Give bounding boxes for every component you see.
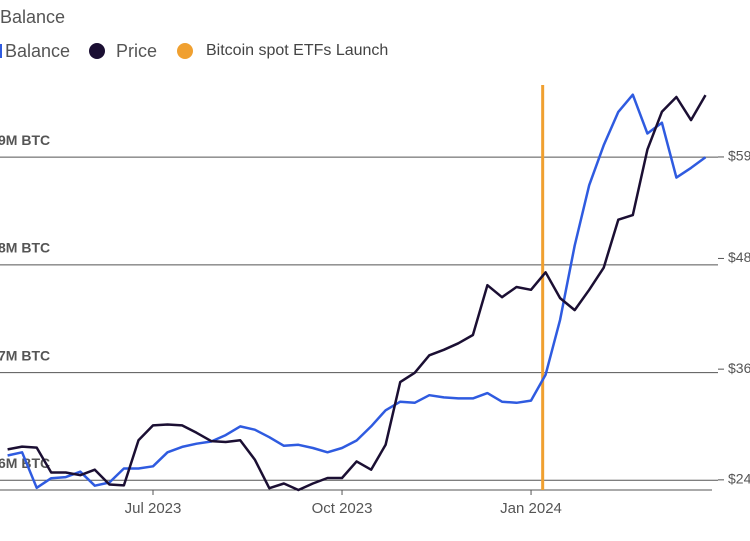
legend-label: Balance bbox=[5, 41, 70, 61]
legend-swatch bbox=[177, 43, 193, 59]
y-tick-label: 6M BTC bbox=[0, 455, 50, 471]
chart-title: Balance bbox=[0, 7, 65, 27]
y2-tick-label: $48 bbox=[728, 249, 750, 265]
legend-label: Price bbox=[116, 41, 157, 61]
series-line bbox=[7, 93, 707, 490]
y2-tick-label: $59 bbox=[728, 148, 750, 164]
y2-tick-label: $36 bbox=[728, 360, 750, 376]
x-tick-label: Jul 2023 bbox=[125, 500, 182, 517]
y-tick-label: 8M BTC bbox=[0, 240, 50, 256]
y-tick-label: 9M BTC bbox=[0, 132, 50, 148]
series-line bbox=[7, 94, 707, 492]
legend-label: Bitcoin spot ETFs Launch bbox=[206, 42, 388, 59]
x-tick-label: Oct 2023 bbox=[312, 500, 373, 517]
legend-swatch bbox=[0, 44, 2, 58]
y-tick-label: 7M BTC bbox=[0, 347, 50, 363]
x-tick-label: Jan 2024 bbox=[500, 500, 562, 517]
legend-swatch bbox=[89, 43, 105, 59]
y2-tick-label: $24 bbox=[728, 471, 750, 487]
